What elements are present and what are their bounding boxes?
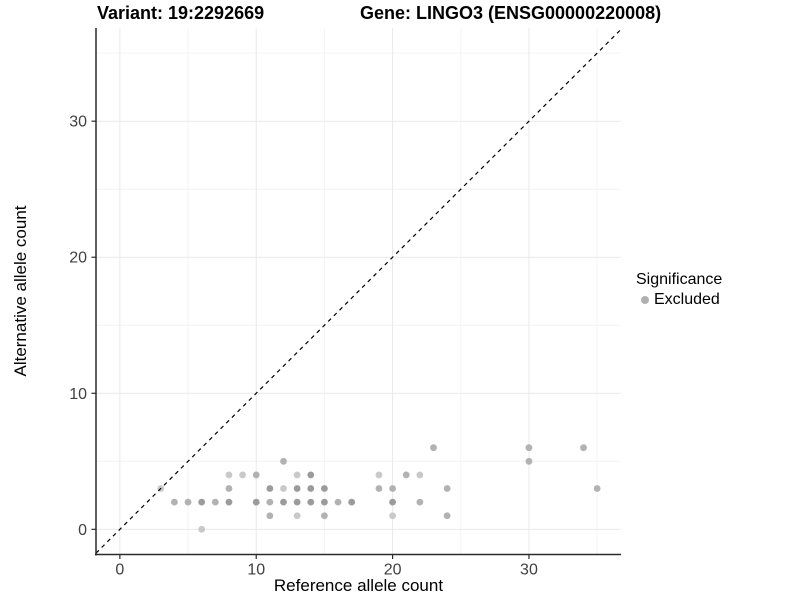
data-point <box>389 498 396 506</box>
data-point <box>266 498 274 506</box>
data-point <box>307 498 315 506</box>
data-point <box>430 444 437 452</box>
data-point <box>293 512 301 520</box>
data-point <box>252 471 260 479</box>
y-axis-title: Alternative allele count <box>11 205 30 377</box>
y-tick-label: 30 <box>69 114 87 131</box>
x-tick-label: 20 <box>384 562 402 579</box>
legend-item-label: Excluded <box>654 291 720 308</box>
data-point <box>375 471 383 479</box>
legend-item-excluded: Excluded <box>636 290 722 310</box>
y-tick-label: 20 <box>69 250 87 267</box>
identity-line <box>95 28 622 554</box>
data-point <box>266 485 274 492</box>
y-tick-label: 10 <box>69 386 87 403</box>
data-point <box>321 485 328 492</box>
data-point <box>334 498 342 506</box>
legend: Significance Excluded <box>636 270 722 310</box>
plot-title-gene: Gene: LINGO3 (ENSG00000220008) <box>360 3 662 23</box>
data-point <box>198 498 206 506</box>
data-point <box>321 498 328 506</box>
data-point <box>593 485 601 492</box>
data-point <box>293 471 301 479</box>
data-point <box>443 485 451 492</box>
data-point <box>375 485 383 492</box>
data-point <box>321 512 328 520</box>
data-point <box>416 471 424 479</box>
data-point <box>416 498 424 506</box>
data-point <box>252 498 260 506</box>
data-point <box>239 471 246 479</box>
data-point <box>525 444 533 452</box>
data-point <box>280 485 287 492</box>
x-tick-label: 30 <box>520 562 538 579</box>
data-point <box>389 512 396 520</box>
data-point <box>280 498 287 506</box>
data-point <box>280 457 287 465</box>
data-point <box>389 485 396 492</box>
data-point <box>525 457 533 465</box>
data-point <box>293 498 301 506</box>
data-point <box>307 471 315 479</box>
data-point <box>307 485 315 492</box>
data-point <box>171 498 178 506</box>
data-point <box>266 512 274 520</box>
data-point <box>225 485 233 492</box>
x-tick-label: 10 <box>247 562 265 579</box>
data-point <box>225 498 233 506</box>
x-tick-label: 0 <box>115 562 124 579</box>
data-point <box>225 471 233 479</box>
y-tick-label: 0 <box>78 522 87 539</box>
data-point <box>293 485 301 492</box>
x-axis-title: Reference allele count <box>273 576 444 595</box>
plot-title-variant: Variant: 19:2292669 <box>97 3 265 23</box>
data-point <box>402 471 410 479</box>
data-point <box>198 525 206 533</box>
data-point <box>348 498 356 506</box>
data-point <box>211 498 219 506</box>
data-point <box>580 444 587 452</box>
legend-title: Significance <box>636 271 723 288</box>
excluded-dot-icon <box>641 296 649 304</box>
data-point <box>443 512 451 520</box>
data-point <box>184 498 192 506</box>
